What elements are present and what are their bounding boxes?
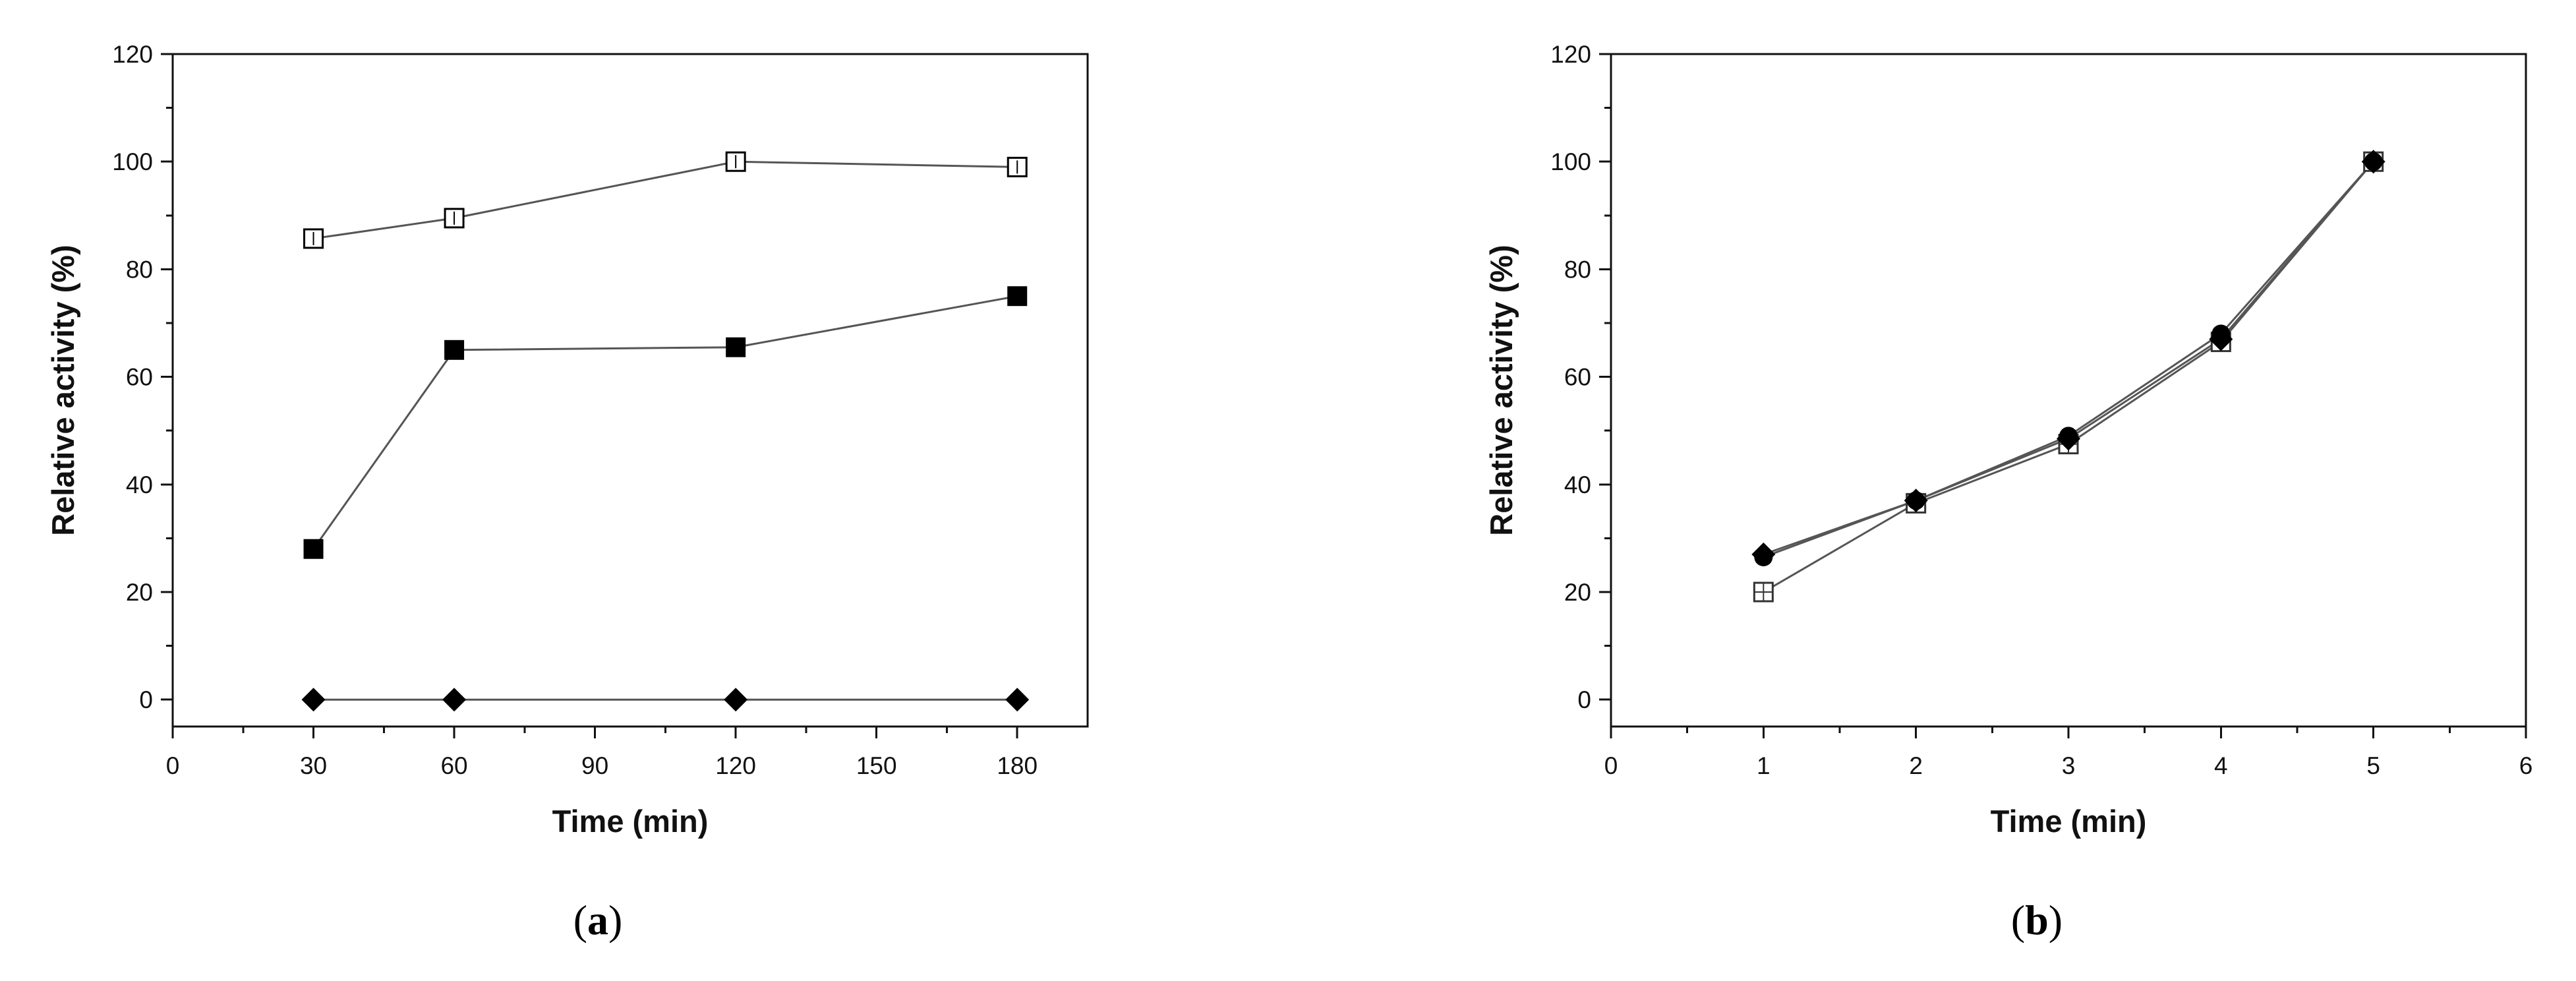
panel-b-y-axis-title: Relative activity (%)	[1484, 245, 1519, 535]
panel-a-series-3-point	[724, 688, 748, 712]
panel-a-y-tick-label: 60	[126, 364, 153, 391]
panel-b-y-tick-label: 60	[1564, 364, 1591, 391]
panel-b-y-tick-label: 40	[1564, 471, 1591, 498]
panel-a-series-1-line	[313, 160, 1018, 240]
panel-a-series-2-point	[726, 337, 746, 357]
panel-b-series-1-line	[1763, 161, 2374, 593]
panel-b-series-1-point	[1753, 581, 1774, 603]
panel-b-series-3-point	[2211, 324, 2231, 343]
panel-b-x-tick-label: 0	[1604, 752, 1618, 779]
panel-b-y-tick-label: 80	[1564, 256, 1591, 283]
panel-b-series-2-line	[1763, 161, 2374, 556]
panel-b-x-tick-label: 4	[2214, 752, 2228, 779]
panel-a-series-3-point	[1005, 688, 1030, 712]
panel-a-series-2-point	[1007, 286, 1028, 307]
panel-a-y-axis-title: Relative activity (%)	[45, 245, 80, 535]
panel-b-x-tick-label: 3	[2062, 752, 2076, 779]
panel-b-caption: (b)	[2011, 897, 2063, 943]
panel-a-y-tick-label: 80	[126, 256, 153, 283]
panel-a-series-1-point	[303, 228, 324, 249]
panel-a-y-tick-label: 120	[112, 41, 153, 68]
panel-a-series-3-point	[301, 688, 326, 712]
panel-a-caption: (a)	[573, 897, 623, 943]
panel-b-series-3-point	[1906, 491, 1925, 510]
panel-a-x-tick-label: 0	[166, 752, 180, 779]
panel-b-x-tick-label: 5	[2366, 752, 2380, 779]
panel-b-series-3-point	[2364, 152, 2383, 171]
panel-a-y-tick-label: 20	[126, 579, 153, 606]
panel-b-series-3-point	[1754, 547, 1773, 566]
panel-a-series-3-point	[442, 688, 467, 712]
panel-a-series-2-point	[303, 539, 324, 559]
panel-a-x-tick-label: 60	[440, 752, 467, 779]
panel-a-x-axis-title: Time (min)	[552, 804, 709, 839]
panel-b-series-3-point	[2059, 427, 2078, 446]
panel-a-series-1-point	[1007, 156, 1028, 177]
panel-a-x-tick-label: 30	[300, 752, 327, 779]
panel-a-y-tick-label: 40	[126, 471, 153, 498]
panel-b-y-tick-label: 120	[1550, 41, 1591, 68]
panel-b-plot-frame	[1610, 53, 2527, 728]
panel-b-y-tick-label: 0	[1577, 686, 1591, 713]
panel-b-x-tick-label: 6	[2519, 752, 2533, 779]
panel-a-series-2-line	[312, 295, 1018, 550]
panel-b-series-3-line	[1763, 161, 2374, 558]
panel-b-y-tick-label: 100	[1550, 148, 1591, 175]
panel-a-x-tick-label: 90	[581, 752, 608, 779]
panel-b-x-tick-label: 1	[1757, 752, 1771, 779]
panel-a-x-tick-label: 150	[856, 752, 897, 779]
panel-b-x-tick-label: 2	[1909, 752, 1923, 779]
panel-a-x-tick-label: 180	[997, 752, 1038, 779]
panel-a-series-1-point	[725, 151, 746, 172]
panel-a-y-tick-label: 100	[112, 148, 153, 175]
panel-a-series-2-point	[444, 340, 465, 360]
panel-b-x-axis-title: Time (min)	[1991, 804, 2147, 839]
panel-b-y-tick-label: 20	[1564, 579, 1591, 606]
panel-a-series-1-point	[444, 208, 465, 229]
panel-a-plot-frame	[171, 53, 1089, 728]
panel-a-x-tick-label: 120	[715, 752, 756, 779]
panel-a-y-tick-label: 0	[139, 686, 153, 713]
